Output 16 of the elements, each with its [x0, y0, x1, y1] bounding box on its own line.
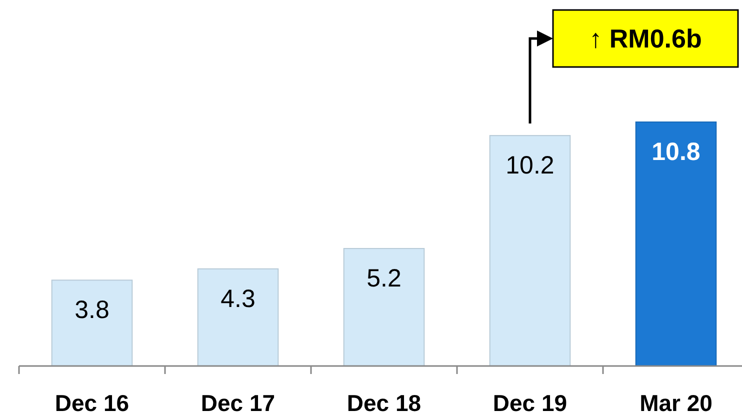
data-label: 4.3 [220, 284, 256, 313]
x-tick-label: Dec 18 [346, 390, 422, 414]
bar [489, 135, 571, 366]
x-tick-label: Mar 20 [640, 390, 712, 414]
bar [635, 122, 717, 366]
x-tick-label: Dec 17 [200, 390, 276, 414]
data-label: 5.2 [366, 264, 402, 293]
data-label: 10.8 [652, 138, 700, 166]
x-tick-label: Dec 16 [54, 390, 130, 414]
text: ↑ RM0.6b [589, 24, 702, 54]
bar [343, 248, 425, 366]
bar [51, 280, 133, 366]
data-label: 3.8 [74, 296, 110, 324]
data-label: 10.2 [506, 152, 554, 180]
bar [197, 268, 279, 366]
x-tick-label: Dec 19 [492, 390, 568, 414]
